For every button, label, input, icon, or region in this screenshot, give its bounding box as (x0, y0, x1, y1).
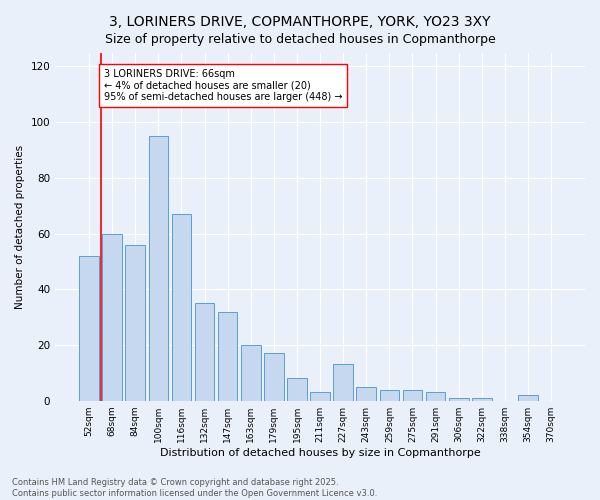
Text: Size of property relative to detached houses in Copmanthorpe: Size of property relative to detached ho… (104, 32, 496, 46)
Bar (218, 312, 238, 400)
Bar (356, 387, 376, 400)
Bar (195, 303, 214, 400)
Text: 3, LORINERS DRIVE, COPMANTHORPE, YORK, YO23 3XY: 3, LORINERS DRIVE, COPMANTHORPE, YORK, Y… (109, 15, 491, 29)
Text: 3 LORINERS DRIVE: 66sqm
← 4% of detached houses are smaller (20)
95% of semi-det: 3 LORINERS DRIVE: 66sqm ← 4% of detached… (104, 69, 343, 102)
Bar (426, 392, 445, 400)
Bar (149, 136, 168, 400)
Y-axis label: Number of detached properties: Number of detached properties (15, 144, 25, 308)
Bar (334, 364, 353, 400)
Bar (403, 390, 422, 400)
Bar (287, 378, 307, 400)
Bar (172, 214, 191, 400)
Bar (103, 234, 122, 400)
Bar (472, 398, 491, 400)
Bar (449, 398, 469, 400)
Text: Contains HM Land Registry data © Crown copyright and database right 2025.
Contai: Contains HM Land Registry data © Crown c… (12, 478, 377, 498)
X-axis label: Distribution of detached houses by size in Copmanthorpe: Distribution of detached houses by size … (160, 448, 481, 458)
Bar (380, 390, 399, 400)
Bar (79, 256, 99, 400)
Bar (125, 244, 145, 400)
Bar (310, 392, 330, 400)
Bar (518, 395, 538, 400)
Bar (241, 345, 260, 401)
Bar (264, 354, 284, 401)
